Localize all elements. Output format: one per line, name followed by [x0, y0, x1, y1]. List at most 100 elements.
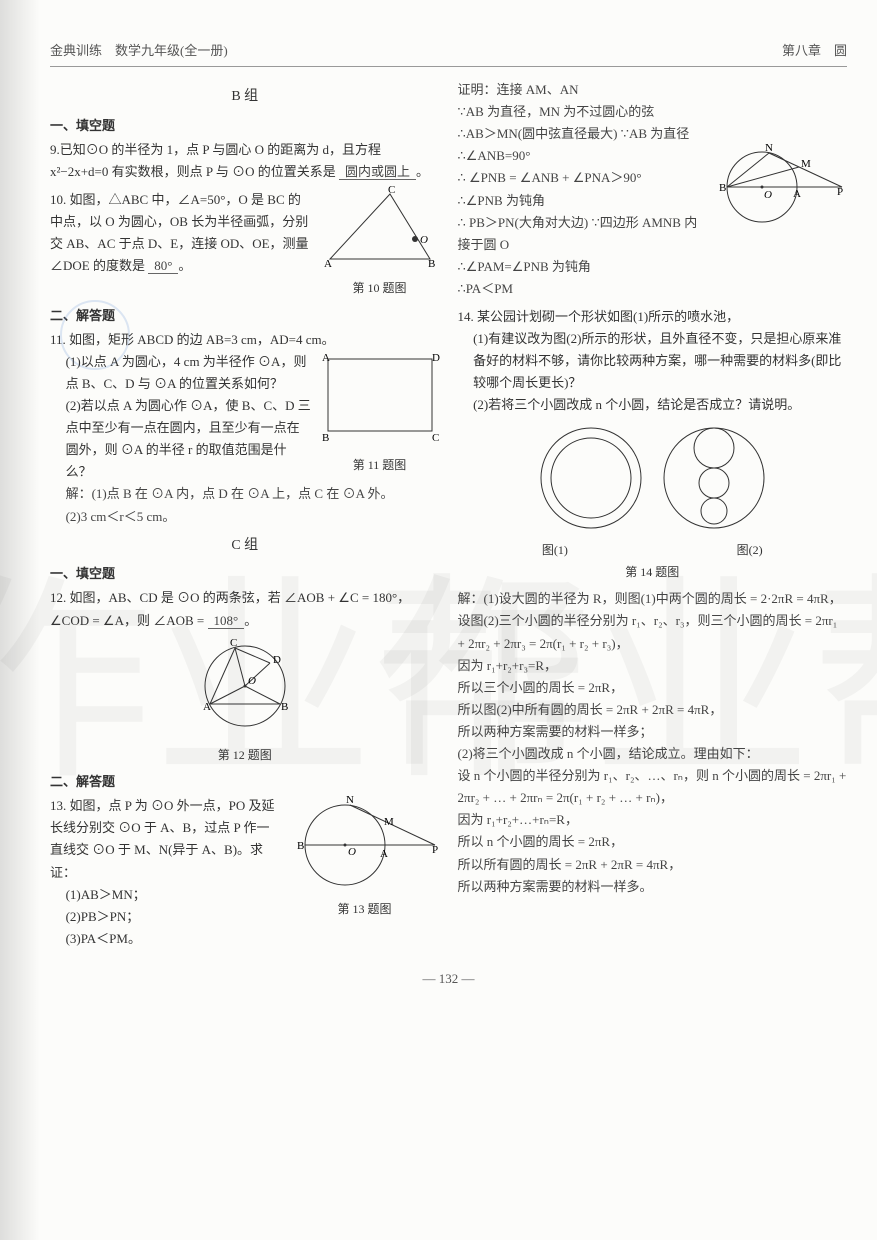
svg-text:P: P [837, 186, 843, 198]
header-left: 金典训练 数学九年级(全一册) [50, 40, 228, 62]
fig-right-small: B A O P N M [707, 145, 847, 237]
group-b-title: B 组 [50, 85, 440, 109]
svg-text:A: A [322, 352, 330, 364]
p1: ∵AB 为直径，MN 为不过圆心的弦 [458, 101, 848, 123]
q11-ans2: (2)3 cm＜r＜5 cm。 [50, 506, 440, 528]
s8: 设 n 个小圆的半径分别为 r₁、r₂、…、rₙ，则 n 个小圆的周长 = 2π… [458, 765, 848, 809]
q12-answer: 108° [208, 613, 245, 629]
q11-1: (1)以点 A 为圆心，4 cm 为半径作 ⊙A，则点 B、C、D 与 ⊙A 的… [50, 351, 312, 395]
page-number: — 132 — [50, 968, 847, 990]
fig-14b [654, 423, 774, 533]
svg-text:A: A [203, 701, 211, 713]
p5: ∴∠PNB 为钝角 [458, 190, 700, 212]
s5: 所以图(2)中所有圆的周长 = 2πR + 2πR = 4πR， [458, 699, 848, 721]
section-solve-1: 二、解答题 [50, 305, 440, 327]
section-fill-c: 一、填空题 [50, 563, 440, 585]
svg-text:C: C [230, 637, 237, 649]
page: 作业帮 作业帮 金典训练 数学九年级(全一册) 第八章 圆 B 组 一、填空题 … [0, 0, 877, 1240]
svg-text:B: B [297, 840, 304, 852]
q14: 14. 某公园计划砌一个形状如图(1)所示的喷水池， (1)有建议改为图(2)所… [458, 306, 848, 898]
fig10-caption: 第 10 题图 [320, 278, 440, 298]
svg-text:D: D [273, 654, 281, 666]
q13-3: (3)PA＜PM。 [50, 928, 282, 950]
svg-text:B: B [281, 701, 288, 713]
p8: ∴PA＜PM [458, 278, 848, 300]
p2: ∴AB＞MN(圆中弦直径最大) ∵AB 为直径 [458, 123, 848, 145]
content-columns: B 组 一、填空题 9.已知⊙O 的半径为 1，点 P 与圆心 O 的距离为 d… [50, 79, 847, 956]
q14-stem: 14. 某公园计划砌一个形状如图(1)所示的喷水池， [458, 306, 848, 328]
q10-answer: 80° [148, 258, 178, 274]
s10: 所以 n 个小圆的周长 = 2πR， [458, 831, 848, 853]
q10: 10. 如图，△ABC 中，∠A=50°，O 是 BC 的中点，以 O 为圆心，… [50, 189, 440, 298]
svg-text:B: B [428, 258, 435, 270]
fig14b-label: 图(2) [737, 540, 763, 560]
q9-tail: 。 [416, 164, 429, 179]
s6: 所以两种方案需要的材料一样多； [458, 721, 848, 743]
svg-text:M: M [384, 816, 394, 828]
fig13-caption: 第 13 题图 [290, 899, 440, 919]
fig-10: A B C O 第 10 题图 [320, 189, 440, 298]
svg-text:O: O [764, 189, 772, 201]
proof-head: 证明：连接 AM、AN [458, 79, 848, 101]
group-c-title: C 组 [50, 534, 440, 558]
fig-13: B A O P N M 第 13 题图 [290, 795, 440, 919]
svg-text:C: C [432, 432, 439, 444]
q13-stem: 13. 如图，点 P 为 ⊙O 外一点，PO 及延长线分别交 ⊙O 于 A、B，… [50, 795, 282, 883]
svg-text:A: A [380, 848, 388, 860]
page-header: 金典训练 数学九年级(全一册) 第八章 圆 [50, 40, 847, 67]
q11-2: (2)若以点 A 为圆心作 ⊙A，使 B、C、D 三点中至少有一点在圆内，且至少… [50, 395, 312, 483]
p4: ∴ ∠PNB = ∠ANB + ∠PNA＞90° [458, 167, 700, 189]
q9: 9.已知⊙O 的半径为 1，点 P 与圆心 O 的距离为 d，且方程 x²−2x… [50, 139, 440, 183]
svg-text:O: O [348, 846, 356, 858]
s12: 所以两种方案需要的材料一样多。 [458, 876, 848, 898]
fig-11: A D B C 第 11 题图 [320, 351, 440, 475]
fig12-caption: 第 12 题图 [50, 745, 440, 765]
q9-answer: 圆内或圆上 [339, 164, 416, 180]
svg-text:N: N [765, 142, 773, 154]
p6: ∴ PB＞PN(大角对大边) ∵四边形 AMNB 内接于圆 O [458, 212, 700, 256]
fig14a-label: 图(1) [542, 540, 568, 560]
fig-14a [531, 423, 651, 533]
svg-text:N: N [346, 794, 354, 806]
svg-text:B: B [322, 432, 329, 444]
fig-12: A B C D O [185, 636, 305, 736]
fig14-caption: 第 14 题图 [458, 562, 848, 582]
q11-ans1: 解：(1)点 B 在 ⊙A 内，点 D 在 ⊙A 上，点 C 在 ⊙A 外。 [50, 483, 440, 505]
s11: 所以所有圆的周长 = 2πR + 2πR = 4πR， [458, 854, 848, 876]
svg-text:O: O [420, 234, 428, 246]
s7: (2)将三个小圆改成 n 个小圆，结论成立。理由如下： [458, 743, 848, 765]
s1: 解：(1)设大圆的半径为 R，则图(1)中两个圆的周长 = 2·2πR = 4π… [458, 588, 848, 610]
s4: 所以三个小圆的周长 = 2πR， [458, 677, 848, 699]
q14-2: (2)若将三个小圆改成 n 个小圆，结论是否成立？请说明。 [458, 394, 848, 416]
section-solve-c: 二、解答题 [50, 771, 440, 793]
q12: 12. 如图，AB、CD 是 ⊙O 的两条弦，若 ∠AOB + ∠C = 180… [50, 587, 440, 765]
svg-text:O: O [248, 675, 256, 687]
svg-text:B: B [719, 182, 726, 194]
q11-stem: 11. 如图，矩形 ABCD 的边 AB=3 cm，AD=4 cm。 [50, 329, 440, 351]
header-right: 第八章 圆 [782, 40, 847, 62]
s3: 因为 r₁+r₂+r₃=R， [458, 655, 848, 677]
q11: 11. 如图，矩形 ABCD 的边 AB=3 cm，AD=4 cm。 (1)以点… [50, 329, 440, 528]
scan-shadow [0, 0, 40, 1240]
p3: ∴∠ANB=90° [458, 145, 700, 167]
right-column: 证明：连接 AM、AN ∵AB 为直径，MN 为不过圆心的弦 ∴AB＞MN(圆中… [458, 79, 848, 956]
svg-text:P: P [432, 844, 438, 856]
q12-tail: 。 [244, 613, 257, 628]
fig11-caption: 第 11 题图 [320, 455, 440, 475]
svg-text:M: M [801, 158, 811, 170]
svg-text:C: C [388, 184, 395, 196]
s9: 因为 r₁+r₂+…+rₙ=R， [458, 809, 848, 831]
q9-text: 9.已知⊙O 的半径为 1，点 P 与圆心 O 的距离为 d，且方程 x²−2x… [50, 142, 381, 179]
svg-text:A: A [324, 258, 332, 270]
q13-1: (1)AB＞MN； [50, 884, 282, 906]
s2: 设图(2)三个小圆的半径分别为 r₁、r₂、r₃，则三个小圆的周长 = 2πr₁… [458, 610, 848, 654]
q13-2: (2)PB＞PN； [50, 906, 282, 928]
svg-text:D: D [432, 352, 440, 364]
q10-tail: 。 [178, 258, 191, 273]
q13: 13. 如图，点 P 为 ⊙O 外一点，PO 及延长线分别交 ⊙O 于 A、B，… [50, 795, 440, 950]
q14-1: (1)有建议改为图(2)所示的形状，且外直径不变，只是担心原来准备好的材料不够，… [458, 328, 848, 394]
p7: ∴∠PAM=∠PNB 为钝角 [458, 256, 848, 278]
left-column: B 组 一、填空题 9.已知⊙O 的半径为 1，点 P 与圆心 O 的距离为 d… [50, 79, 440, 956]
section-fill-1: 一、填空题 [50, 115, 440, 137]
svg-text:A: A [793, 188, 801, 200]
